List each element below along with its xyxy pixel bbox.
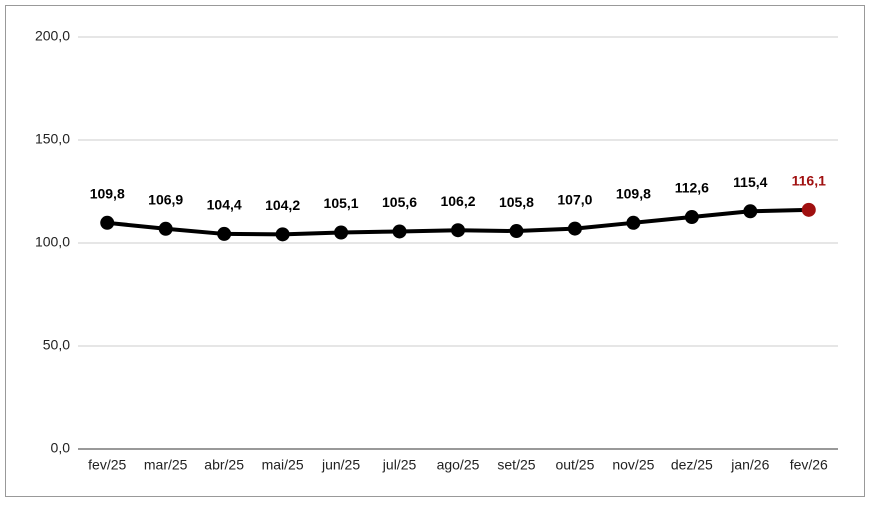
point [626,215,641,230]
x-tick-label: fev/25 [88,457,126,473]
point [392,224,407,239]
point [158,221,173,236]
value-label: 105,8 [499,194,534,210]
value-label: 104,4 [207,197,242,213]
x-tick-label: set/25 [497,457,535,473]
point [451,223,465,238]
value-label: 115,4 [733,174,767,190]
y-tick-label: 0,0 [51,440,71,456]
y-tick-label: 200,0 [35,28,70,44]
x-tick-label: jun/25 [321,457,360,473]
point [509,224,524,239]
value-label: 106,9 [148,191,183,207]
point [100,215,115,230]
value-label: 104,2 [265,197,300,213]
value-label: 105,6 [382,194,417,210]
y-tick-label: 50,0 [43,337,70,353]
point [567,221,582,236]
point [275,227,290,242]
x-tick-label: jul/25 [382,457,417,473]
y-tick-label: 100,0 [35,234,70,250]
value-label: 109,8 [616,186,651,202]
value-label: 112,6 [675,180,709,196]
x-tick-label: ago/25 [437,457,480,473]
x-tick-label: fev/26 [790,457,828,473]
x-tick-label: dez/25 [671,457,713,473]
value-label: 106,2 [440,193,475,209]
y-tick-label: 150,0 [35,131,70,147]
x-tick-label: nov/25 [612,457,654,473]
value-label: 109,8 [90,186,125,202]
x-tick-label: mai/25 [262,457,304,473]
x-tick-label: mar/25 [144,457,188,473]
x-tick-label: out/25 [555,457,594,473]
x-tick-label: abr/25 [204,457,244,473]
point [334,225,349,240]
chart-border [5,5,865,497]
point [217,226,232,241]
x-tick-label: jan/26 [730,457,769,473]
point [801,202,816,217]
value-label: 105,1 [324,195,359,211]
value-label: 107,0 [557,191,592,207]
value-label: 116,1 [792,173,826,189]
point [743,204,758,219]
point [684,210,699,225]
